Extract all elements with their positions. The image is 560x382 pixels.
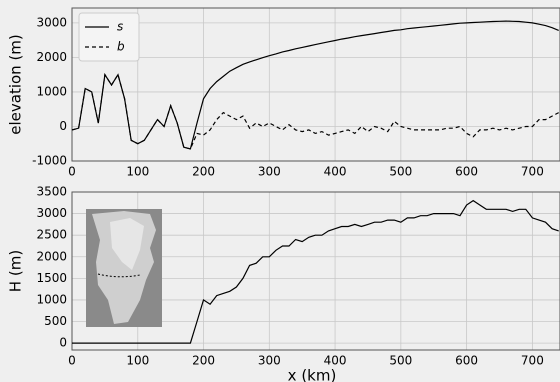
x-tick-label: 600: [455, 354, 478, 368]
y-tick-label: 1000: [36, 84, 67, 98]
x-tick-label: 400: [324, 165, 347, 179]
y-tick-label: 3500: [36, 185, 67, 199]
y-tick-label: 1500: [36, 271, 67, 285]
y-axis-label: elevation (m): [7, 34, 25, 135]
y-tick-label: 2500: [36, 228, 67, 242]
x-axis-label: x (km): [288, 367, 337, 382]
legend-label: b: [117, 40, 125, 54]
y-tick-label: 2000: [36, 249, 67, 263]
y-tick-label: -1000: [32, 154, 67, 168]
x-tick-label: 700: [521, 354, 544, 368]
x-tick-label: 100: [126, 165, 149, 179]
x-tick-label: 600: [455, 165, 478, 179]
x-tick-label: 0: [68, 354, 76, 368]
x-tick-label: 300: [258, 354, 281, 368]
x-tick-label: 500: [389, 165, 412, 179]
figure: -100001000200030000100200300400500600700…: [0, 0, 560, 382]
x-tick-label: 300: [258, 165, 281, 179]
y-tick-label: 2000: [36, 50, 67, 64]
y-tick-label: 0: [59, 336, 67, 350]
x-tick-label: 200: [192, 354, 215, 368]
x-tick-label: 200: [192, 165, 215, 179]
y-tick-label: 0: [59, 119, 67, 133]
inset-map: [86, 209, 162, 327]
legend-box: [79, 13, 139, 61]
x-tick-label: 500: [389, 354, 412, 368]
x-tick-label: 700: [521, 165, 544, 179]
legend-label: s: [117, 20, 123, 34]
y-tick-label: 500: [44, 314, 67, 328]
x-tick-label: 400: [324, 354, 347, 368]
x-tick-label: 0: [68, 165, 76, 179]
y-tick-label: 1000: [36, 292, 67, 306]
x-tick-label: 100: [126, 354, 149, 368]
y-tick-label: 3000: [36, 15, 67, 29]
y-tick-label: 3000: [36, 206, 67, 220]
y-axis-label: H (m): [7, 250, 25, 292]
